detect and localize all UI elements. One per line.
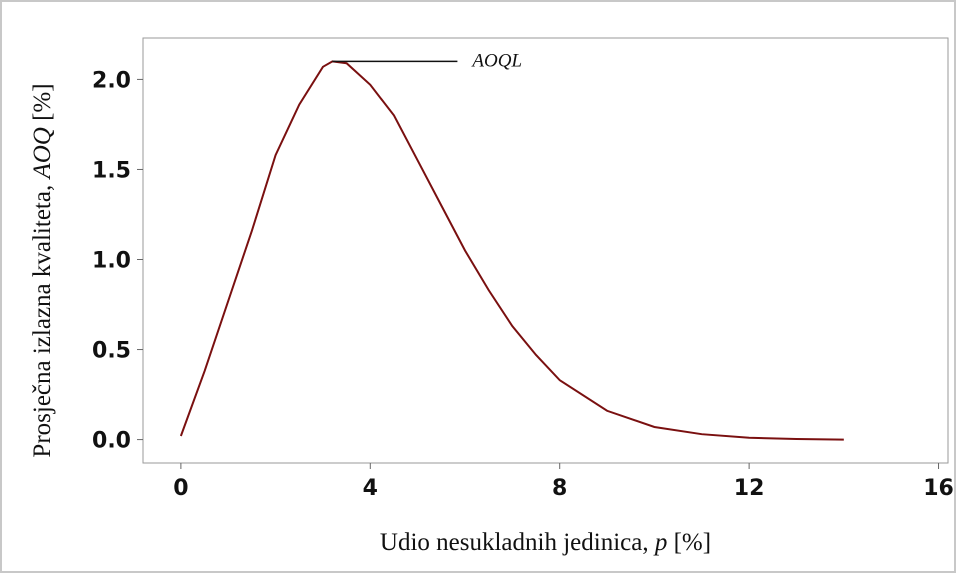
y-tick-label: 1.0 [92,249,131,274]
line-series [179,60,844,441]
y-axis-label-part: AOQ [29,127,56,180]
y-axis-label-part: [%] [29,83,56,127]
y-tick-label: 2.0 [92,68,131,93]
y-axis-label: Prosječna izlazna kvaliteta, AOQ [%] [29,83,56,457]
x-tick-label: 0 [173,476,188,501]
x-tick-label: 8 [552,476,567,501]
y-tick-label: 0.5 [92,339,131,364]
x-axis-label-part: [%] [667,529,711,556]
plot-area [142,37,949,464]
x-tick-label: 16 [923,476,954,501]
annotation: AOQL [470,50,522,71]
x-axis-label-part: Udio nesukladnih jedinica, [380,529,655,556]
y-tick-label: 0.0 [92,429,131,454]
x-tick-label: 12 [734,476,765,501]
y-axis-label-part: Prosječna izlazna kvaliteta, [29,179,56,458]
y-tick-label: 1.5 [92,158,131,183]
x-axis-label: Udio nesukladnih jedinica, p [%] [380,529,711,556]
x-axis-label-part: p [653,529,668,556]
x-tick-label: 4 [363,476,378,501]
